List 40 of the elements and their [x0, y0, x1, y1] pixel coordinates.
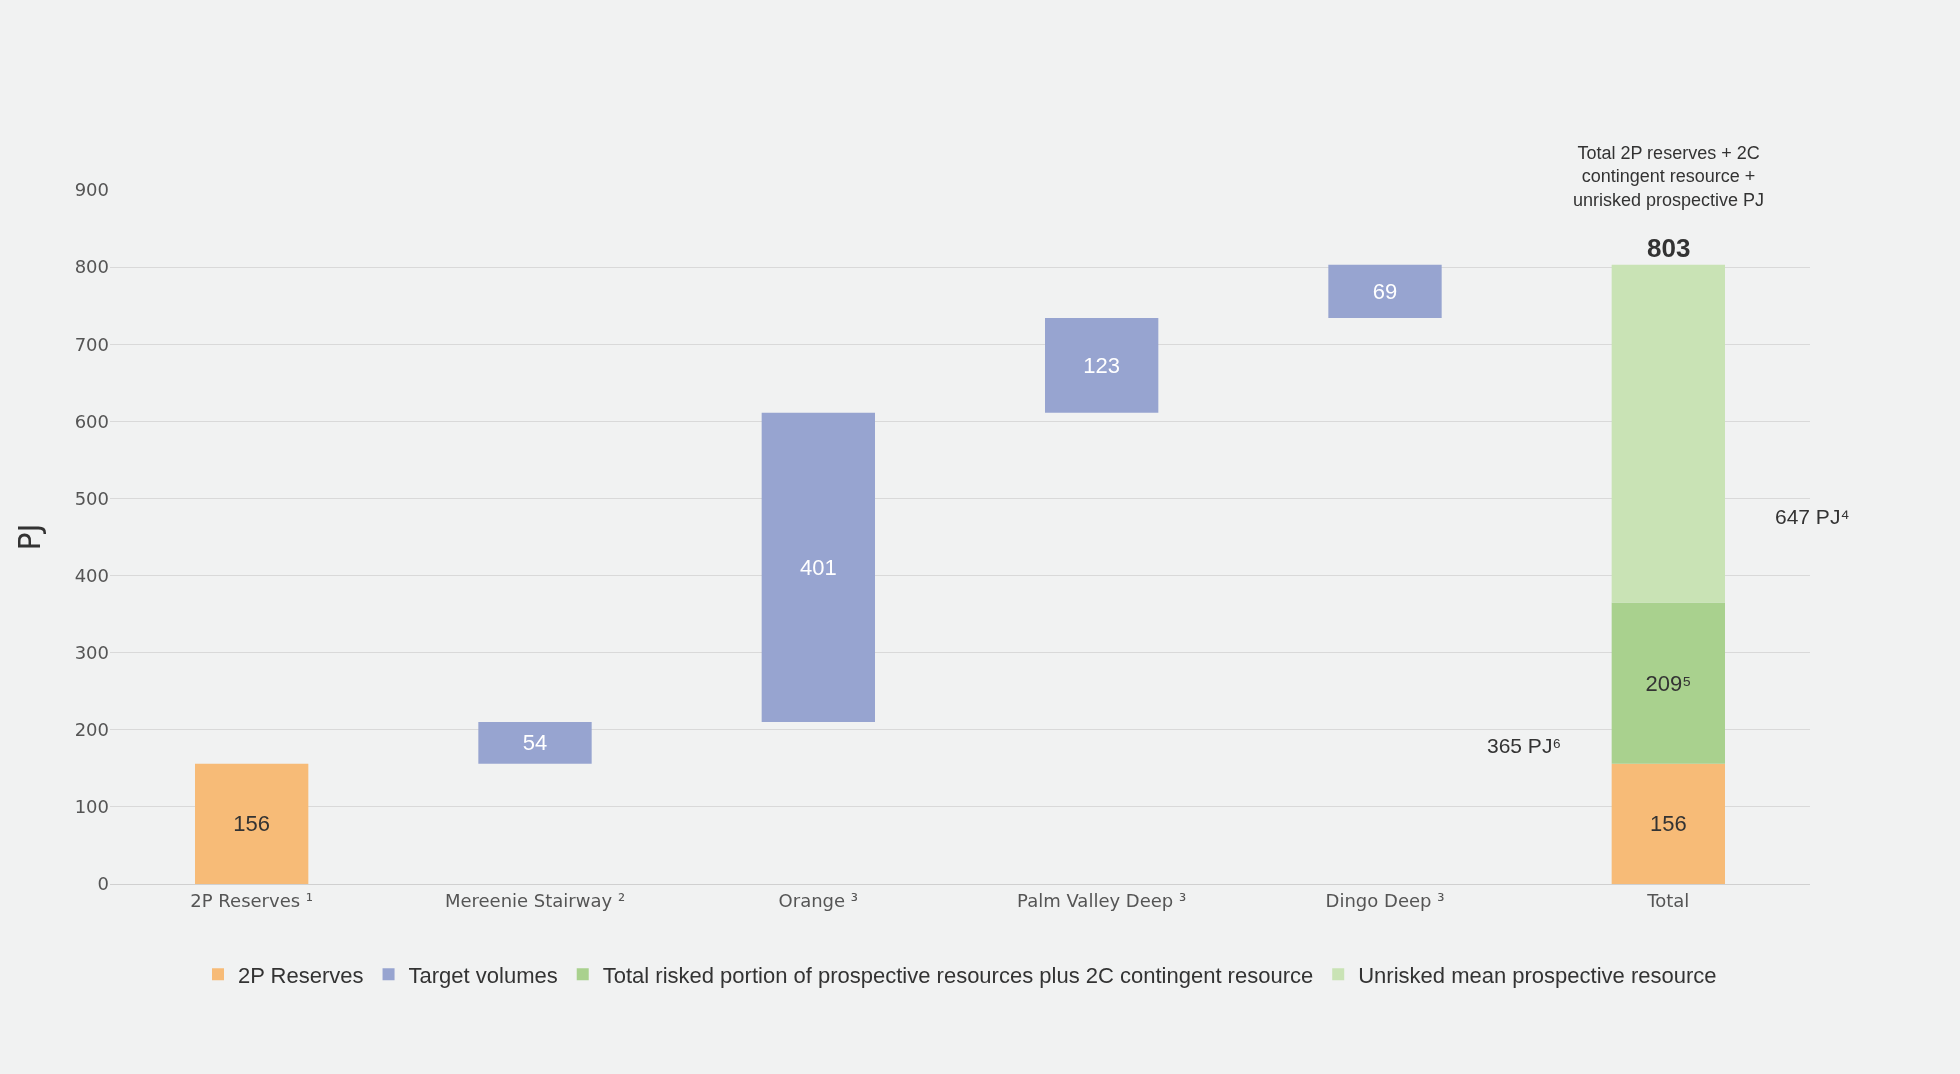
annotation: 647 PJ⁴: [1775, 505, 1850, 528]
legend-label: Target volumes: [408, 962, 558, 988]
y-tick-label: 200: [74, 719, 109, 741]
y-tick-label: 500: [74, 487, 109, 509]
legend-label: Unrisked mean prospective resource: [1358, 962, 1717, 988]
bar: [1328, 264, 1442, 318]
x-tick-label: Mereenie Stairway ²: [444, 889, 626, 911]
data-label: 156: [233, 811, 271, 837]
data-label: 69: [1372, 278, 1398, 304]
bar: [1045, 318, 1159, 413]
legend-label: Total risked portion of prospective resources plus 2C contingent resource: [602, 962, 1314, 988]
legend-label: 2P Reserves: [238, 962, 364, 988]
y-tick-label: 400: [74, 564, 109, 586]
data-label: 401: [799, 554, 837, 580]
x-tick-label: Dingo Deep ³: [1325, 889, 1445, 911]
annotation: 803: [1647, 233, 1691, 263]
y-tick-label: 800: [74, 256, 109, 278]
y-tick-label: 900: [74, 179, 109, 201]
y-tick-label: 0: [97, 873, 109, 895]
bar: [478, 722, 592, 764]
bar: [195, 763, 309, 884]
data-label: 123: [1083, 352, 1121, 378]
bar: [1611, 264, 1725, 603]
y-tick-label: 700: [74, 333, 109, 355]
x-tick-label: Total: [1646, 889, 1690, 911]
bar: [761, 412, 875, 723]
data-label: 209⁵: [1645, 670, 1692, 696]
x-tick-label: Palm Valley Deep ³: [1017, 889, 1187, 911]
y-tick-label: 600: [74, 410, 109, 432]
data-label: 156: [1649, 811, 1687, 837]
x-tick-label: 2P Reserves ¹: [190, 889, 314, 911]
x-tick-label: Orange ³: [778, 889, 859, 911]
y-tick-label: 300: [74, 641, 109, 663]
bar: [1611, 602, 1725, 764]
bar: [1611, 763, 1725, 884]
y-tick-label: 100: [74, 796, 109, 818]
y-axis-title: PJ: [12, 523, 47, 551]
data-label: 54: [522, 730, 548, 756]
annotation: Total 2P reserves + 2C contingent resource + unrisked prospective PJ: [1573, 143, 1765, 210]
annotation: 365 PJ⁶: [1487, 734, 1562, 757]
